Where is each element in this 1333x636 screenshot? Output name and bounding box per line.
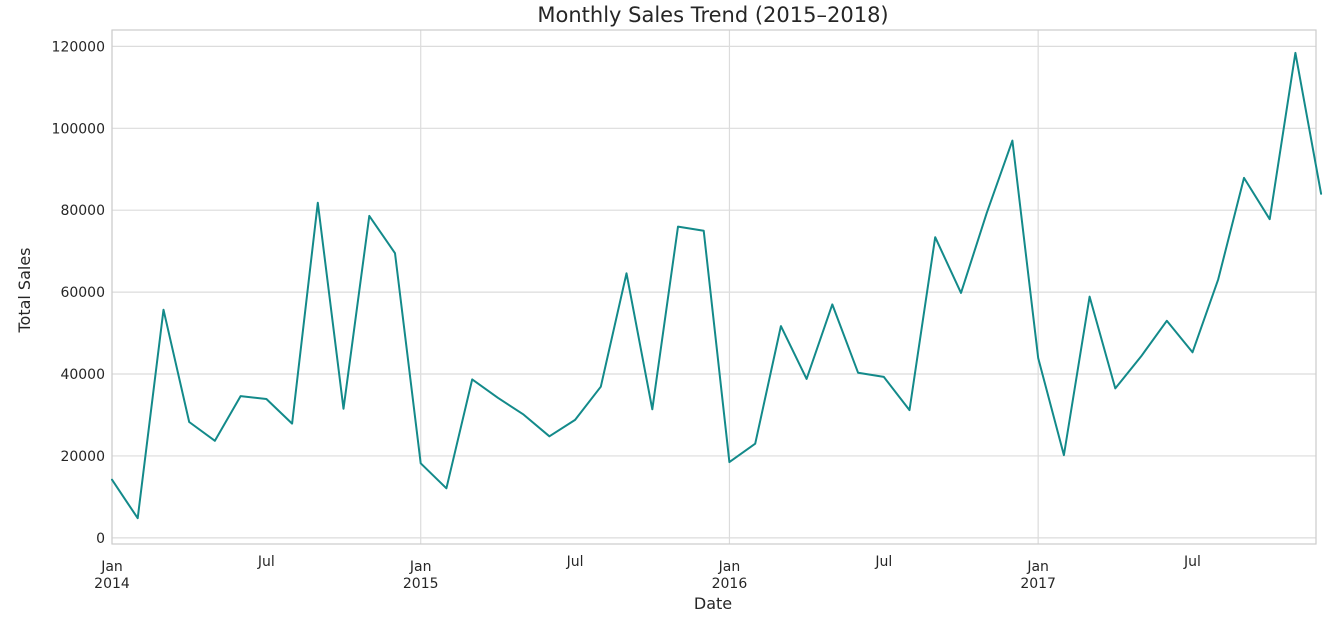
y-axis-label: Total Sales bbox=[15, 247, 34, 333]
y-tick-label: 80000 bbox=[60, 203, 105, 219]
x-tick-label: Jan bbox=[100, 559, 123, 575]
y-tick-label: 120000 bbox=[52, 39, 105, 55]
y-tick-label: 0 bbox=[96, 531, 105, 547]
x-tick-label: Jan bbox=[718, 559, 741, 575]
y-tick-label: 60000 bbox=[60, 285, 105, 301]
x-axis-label: Date bbox=[694, 594, 732, 613]
x-tick-label: Jul bbox=[1183, 554, 1201, 570]
y-tick-label: 40000 bbox=[60, 367, 105, 383]
x-tick-year-label: 2016 bbox=[712, 576, 748, 592]
grid-lines bbox=[111, 30, 1316, 544]
x-tick-label: Jan bbox=[409, 559, 432, 575]
x-tick-year-label: 2015 bbox=[403, 576, 439, 592]
y-tick-label: 20000 bbox=[60, 449, 105, 465]
plot-area bbox=[111, 29, 1317, 545]
x-tick-year-label: 2017 bbox=[1020, 576, 1056, 592]
chart-title: Monthly Sales Trend (2015–2018) bbox=[537, 3, 888, 27]
y-tick-label: 100000 bbox=[52, 121, 105, 137]
y-tick-labels: 0 20000 40000 60000 80000 100000 120000 bbox=[52, 39, 105, 546]
x-tick-label: Jul bbox=[257, 554, 275, 570]
series-line-total-sales bbox=[111, 51, 1323, 520]
x-tick-label: Jan bbox=[1026, 559, 1049, 575]
x-tick-label: Jul bbox=[874, 554, 892, 570]
x-tick-year-label: 2014 bbox=[94, 576, 130, 592]
x-tick-label: Jul bbox=[566, 554, 584, 570]
